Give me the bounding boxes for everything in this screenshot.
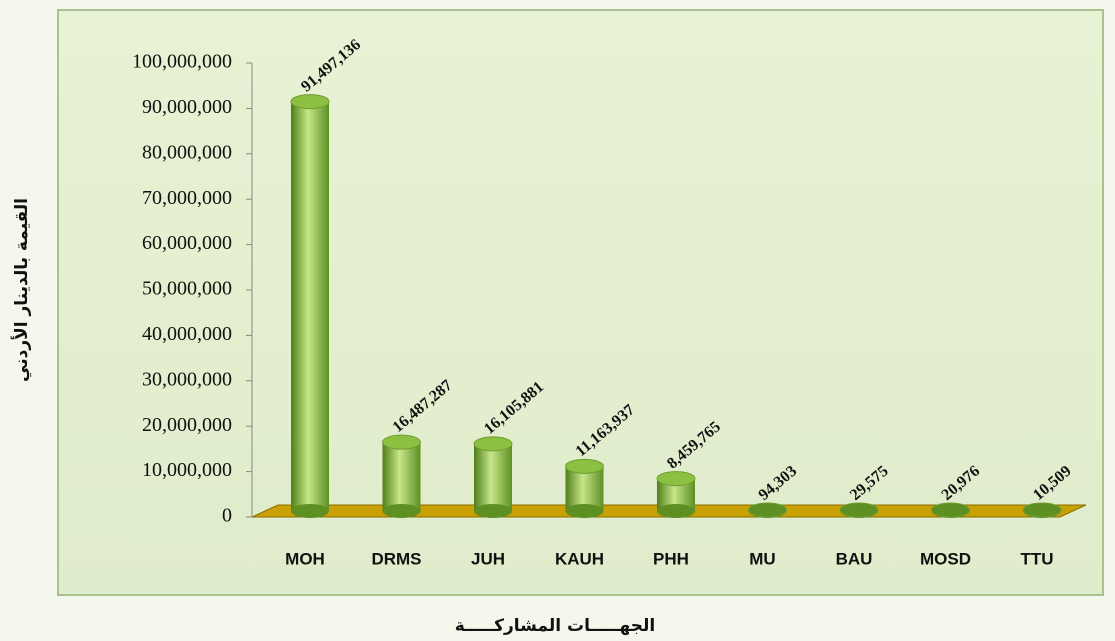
bar bbox=[382, 442, 421, 511]
y-tick-label: 60,000,000 bbox=[142, 232, 232, 254]
x-axis-title: الجهـــــات المشاركـــــة bbox=[455, 616, 655, 636]
bar-base bbox=[657, 504, 695, 518]
bar-top bbox=[565, 458, 604, 474]
x-tick-label: BAU bbox=[836, 549, 873, 568]
x-tick-label: MU bbox=[749, 549, 775, 568]
y-tick-label: 100,000,000 bbox=[132, 51, 232, 73]
bar bbox=[291, 101, 329, 512]
bar bbox=[474, 443, 512, 511]
bar-top bbox=[656, 471, 696, 487]
y-tick-label: 20,000,000 bbox=[142, 414, 232, 436]
y-tick-label: 70,000,000 bbox=[142, 187, 232, 209]
y-tick-label: 10,000,000 bbox=[142, 459, 232, 481]
x-tick-label: PHH bbox=[653, 549, 689, 568]
x-tick-label: JUH bbox=[471, 549, 505, 568]
bar-base bbox=[291, 504, 329, 518]
y-tick-label: 80,000,000 bbox=[142, 141, 232, 163]
bar-top bbox=[931, 502, 970, 518]
x-tick-label: MOH bbox=[285, 549, 325, 568]
y-tick-label: 90,000,000 bbox=[142, 96, 232, 118]
bar-top bbox=[839, 502, 879, 518]
bar-top bbox=[1022, 502, 1062, 518]
y-tick-label: 0 bbox=[222, 505, 232, 527]
x-tick-label: KAUH bbox=[555, 549, 604, 568]
bar-top bbox=[473, 436, 513, 452]
bar-top bbox=[290, 94, 330, 110]
y-axis-title: القيمة بالدينار الأردني bbox=[11, 198, 32, 382]
bar-top bbox=[382, 434, 421, 450]
y-tick-label: 40,000,000 bbox=[142, 323, 232, 345]
x-tick-label: MOSD bbox=[920, 549, 971, 568]
x-tick-label: TTU bbox=[1020, 549, 1053, 568]
bar-top bbox=[748, 502, 787, 518]
bar-base bbox=[382, 504, 421, 518]
bar-base bbox=[565, 504, 604, 518]
x-tick-label: DRMS bbox=[371, 549, 421, 568]
bar-base bbox=[474, 504, 512, 518]
y-tick-label: 50,000,000 bbox=[142, 278, 232, 300]
y-tick-label: 30,000,000 bbox=[142, 368, 232, 390]
